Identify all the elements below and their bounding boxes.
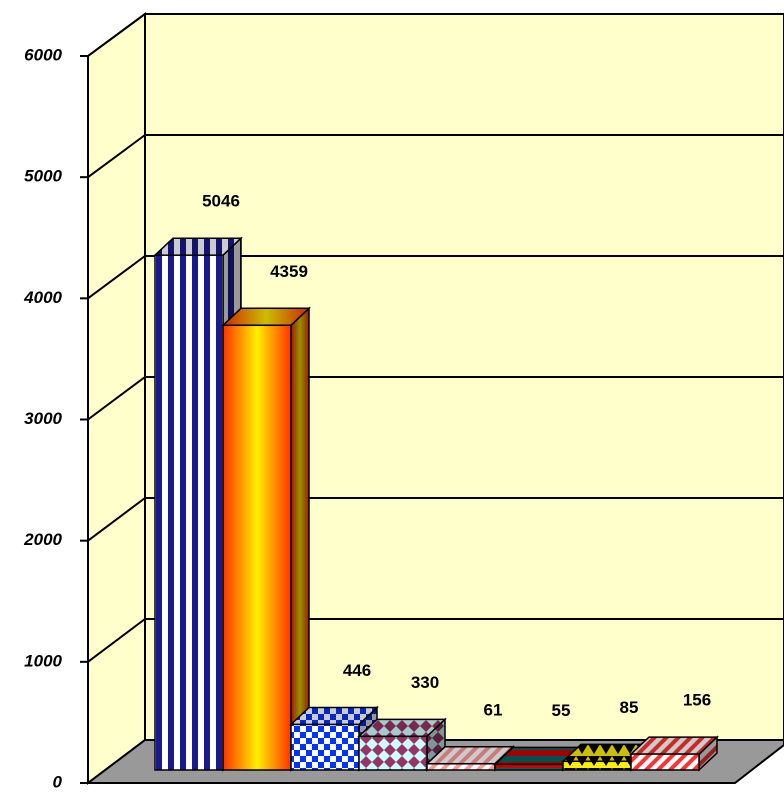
grid-line: [87, 497, 146, 542]
bar-top-shade: [155, 238, 241, 256]
bar-top-shade: [563, 744, 649, 762]
value-label: 330: [411, 673, 439, 692]
grid-line: [87, 134, 146, 178]
value-label: 4359: [270, 262, 308, 281]
bar-side-shade: [699, 737, 717, 770]
value-label: 55: [552, 701, 571, 720]
bar: [562, 760, 632, 771]
bar: [154, 254, 224, 771]
grid-line: [87, 255, 146, 300]
bar: [494, 763, 564, 771]
bar-top-shade: [427, 746, 513, 764]
bar: [222, 324, 292, 771]
grid-line: [87, 376, 146, 421]
y-tick-label: 5000: [24, 167, 62, 186]
grid-line: [87, 13, 146, 57]
y-tick-label: 0: [53, 772, 63, 791]
y-tick-label: 3000: [24, 409, 62, 428]
value-label: 61: [484, 700, 503, 719]
value-label: 156: [683, 691, 711, 710]
value-label: 85: [620, 698, 639, 717]
bar-top-shade: [359, 719, 445, 737]
bar: [630, 753, 700, 771]
value-label: 5046: [202, 192, 240, 211]
bar-top-shade: [631, 737, 717, 755]
bar-top-shade: [495, 747, 581, 765]
bar-side-shade: [427, 719, 445, 770]
bar-top-shade: [291, 707, 377, 725]
grid-line: [87, 618, 146, 663]
y-tick-label: 1000: [24, 651, 62, 670]
bar-side-shade: [291, 308, 309, 770]
value-label: 446: [343, 661, 371, 680]
y-tick-label: 2000: [23, 530, 62, 549]
bar-top-shade: [223, 308, 309, 326]
bar: [426, 763, 496, 771]
y-tick-label: 6000: [24, 45, 62, 64]
bar: [358, 735, 428, 771]
bar: [290, 723, 360, 771]
y-tick-label: 4000: [23, 288, 62, 307]
